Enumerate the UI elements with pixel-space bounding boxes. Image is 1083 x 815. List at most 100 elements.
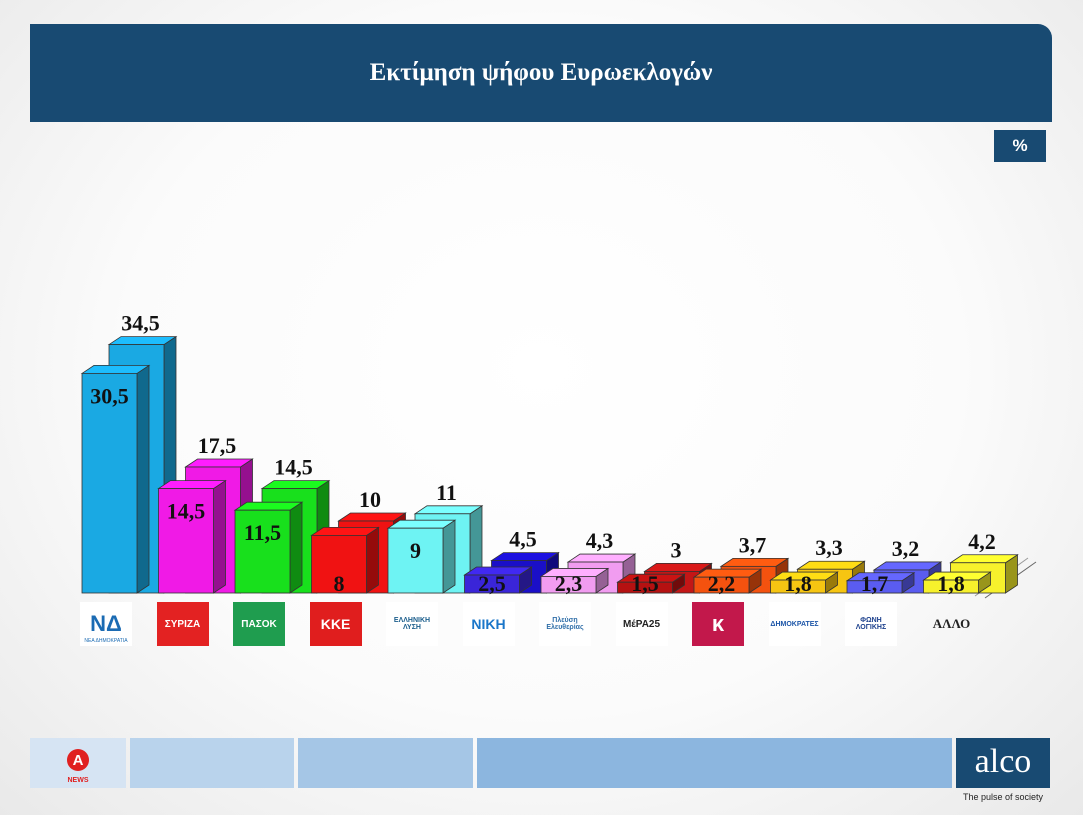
data-label-back: 3,7	[739, 532, 767, 557]
party-logo: ΑΛΛΟ	[922, 602, 982, 646]
data-label-front: 1,7	[861, 571, 889, 596]
bar-top	[80, 364, 151, 374]
bar-top	[157, 480, 227, 490]
bar-top	[413, 505, 484, 515]
party-logo: ΣΥΡΙΖΑ	[156, 602, 209, 646]
data-label-back: 4,3	[586, 528, 614, 553]
bar-top	[490, 552, 560, 561]
bar-front	[846, 580, 903, 594]
bar-top	[260, 480, 331, 490]
bar-front	[923, 579, 979, 594]
bar-front	[693, 576, 750, 594]
data-label-back: 3,2	[892, 536, 920, 561]
bar-top	[796, 560, 866, 570]
bar-top	[310, 527, 380, 536]
bar-front-series	[157, 479, 227, 594]
party-logo-text: ΑΛΛΟ	[932, 616, 971, 631]
footer-channel-label: NEWS	[68, 777, 89, 784]
party-logo: ΚΚΕ	[309, 602, 362, 646]
unit-badge: %	[994, 130, 1046, 162]
bar-top	[872, 561, 943, 571]
data-label-front: 11,5	[244, 520, 281, 545]
chart-title: Εκτίμηση ψήφου Ευρωεκλογών	[369, 59, 713, 86]
bar-side	[366, 526, 379, 594]
party-logo-text: ΝΔ	[90, 611, 122, 636]
bar-front	[311, 535, 367, 594]
data-label-back: 17,5	[198, 433, 237, 458]
bar-front	[540, 576, 597, 594]
party-logo-text: ΠΑΣΟΚ	[241, 618, 277, 630]
party-logo-text: ΣΥΡΙΖΑ	[164, 618, 201, 630]
data-label-back: 14,5	[274, 455, 313, 480]
data-label-front: 9	[410, 538, 421, 563]
party-logo-text: ΔΗΜΟΚΡΑΤΕΣ	[770, 620, 819, 628]
bar-front	[81, 372, 138, 594]
data-label-back: 34,5	[121, 311, 160, 336]
party-logo-text: ΦΩΝΗ ΛΟΓΙΚΗΣ	[855, 617, 887, 631]
party-logo: Πλεύση Ελευθερίας	[539, 602, 591, 646]
bar-front	[234, 509, 291, 594]
bar-front-series	[310, 526, 380, 594]
data-label-front: 1,8	[937, 571, 965, 596]
data-label-front: 2,2	[708, 571, 736, 596]
data-label-back: 3	[671, 537, 682, 562]
party-logo: ΝΙΚΗ	[462, 602, 515, 646]
bar-top	[386, 519, 457, 529]
data-label-front: 30,5	[90, 383, 129, 408]
data-label-back: 4,5	[509, 527, 537, 552]
party-logo: ΕΛΛΗΝΙΚΗ ΛΥΣΗ	[386, 602, 438, 646]
data-label-front: 2,5	[478, 571, 506, 596]
bar-front	[158, 488, 214, 594]
bar-side	[442, 519, 456, 594]
footer-bar: A NEWS	[30, 738, 952, 788]
data-label-back: 11	[436, 480, 457, 505]
bar-top	[337, 512, 407, 522]
bar-side	[136, 364, 150, 594]
party-logo-subtext: ΝΕΑ ΔΗΜΟΚΡΑΤΙΑ	[84, 638, 128, 644]
footer-channel-logo: A NEWS	[30, 738, 126, 788]
bar-front-series	[845, 572, 916, 594]
party-logo: ΝΔ ΝΕΑ ΔΗΜΟΚΡΑΤΙΑ	[80, 602, 132, 646]
data-label-back: 10	[359, 487, 381, 512]
party-logo-text: ΝΙΚΗ	[471, 616, 506, 632]
alco-tagline: The pulse of society	[962, 792, 1044, 802]
party-logo-text: κ	[711, 611, 725, 636]
footer-segment	[130, 738, 294, 788]
bar-side	[213, 479, 226, 594]
data-label-front: 8	[334, 571, 345, 596]
data-label-back: 4,2	[968, 529, 996, 554]
bar-front-series	[539, 567, 610, 594]
bar-front-series	[233, 501, 304, 594]
party-logo: ΜέΡΑ25	[615, 602, 668, 646]
bar-top	[949, 554, 1019, 564]
footer-segment	[477, 738, 952, 788]
data-label-front: 14,5	[167, 499, 206, 524]
party-logo: ΦΩΝΗ ΛΟΓΙΚΗΣ	[845, 602, 897, 646]
party-logo: ΔΗΜΟΚΡΑΤΕΣ	[768, 602, 821, 646]
bar-front	[387, 527, 444, 594]
party-logo: ΠΑΣΟΚ	[233, 602, 285, 646]
bar-front-series	[386, 519, 457, 594]
party-logo-text: Πλεύση Ελευθερίας	[546, 617, 584, 631]
bar-side	[289, 501, 303, 594]
svg-text:A: A	[73, 752, 84, 769]
bar-top	[566, 553, 637, 563]
party-logo-text: ΕΛΛΗΝΙΚΗ ΛΥΣΗ	[393, 617, 431, 631]
bar-front-series	[692, 568, 763, 594]
bar-front	[464, 574, 520, 594]
party-logo-text: ΚΚΕ	[320, 616, 351, 632]
data-label-back: 3,3	[815, 535, 843, 560]
bar-top	[719, 557, 790, 567]
alpha-news-icon: A NEWS	[67, 749, 89, 784]
bar-front-series	[463, 566, 533, 594]
data-label-front: 1,8	[784, 571, 812, 596]
bar-front	[770, 579, 826, 594]
party-logo-text: ΜέΡΑ25	[622, 618, 661, 630]
data-label-front: 1,5	[631, 571, 659, 596]
header-bar: Εκτίμηση ψήφου Ευρωεκλογών	[30, 24, 1052, 122]
footer-segment	[298, 738, 473, 788]
bar-front	[617, 581, 673, 594]
bar-top	[233, 501, 304, 511]
alco-logo: alco	[956, 738, 1050, 788]
